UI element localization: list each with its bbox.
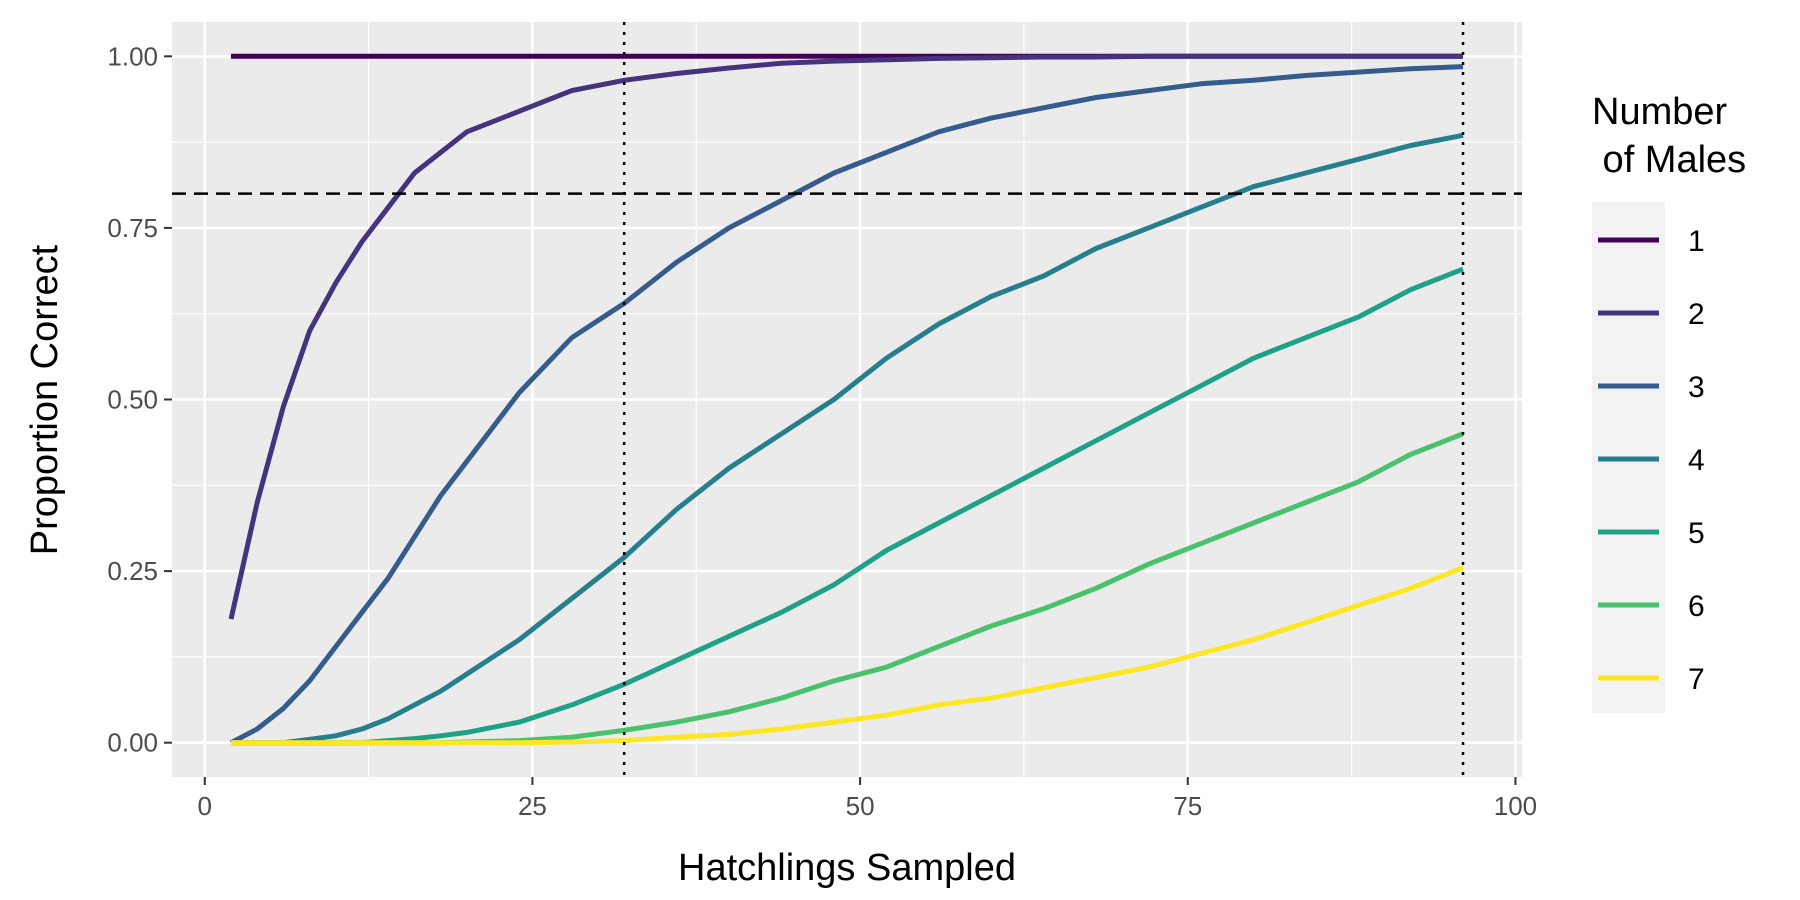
legend-label-1: 1 [1688,225,1705,258]
y-tick-label: 0.75 [107,213,158,243]
series-line-4 [231,132,1464,746]
legend-title-line-1: Number [1592,91,1727,133]
legend-label-3: 3 [1688,371,1705,404]
x-tick-label: 0 [198,791,212,821]
y-axis-ticks: 0.00 0.25 0.50 0.75 1.00 [107,41,172,758]
y-tick-label: 0.50 [107,385,158,415]
legend-title-line-2: of Males [1592,139,1746,181]
legend-label-7: 7 [1688,663,1705,696]
reference-lines [172,22,1522,777]
legend-label-5: 5 [1688,517,1705,550]
y-axis-title: Proportion Correct [24,244,66,555]
series-line-2 [228,53,1463,620]
series-line-3 [229,64,1464,745]
y-tick-label: 0.25 [107,556,158,586]
legend: Number of Males 1 2 3 4 5 6 7 [1592,91,1746,713]
x-tick-label: 25 [518,791,547,821]
x-tick-label: 75 [1173,791,1202,821]
legend-label-6: 6 [1688,590,1705,623]
y-tick-label: 0.00 [107,728,158,758]
y-tick-label: 1.00 [107,41,158,71]
x-tick-label: 50 [846,791,875,821]
x-axis-title: Hatchlings Sampled [678,847,1016,889]
x-tick-label: 100 [1494,791,1537,821]
legend-label-2: 2 [1688,298,1705,331]
legend-label-4: 4 [1688,444,1705,477]
x-axis-ticks: 0 25 50 75 100 [198,777,1537,821]
series-line-7 [231,565,1464,746]
legend-items: 1 2 3 4 5 6 7 [1598,225,1705,696]
series-lines [228,53,1464,746]
